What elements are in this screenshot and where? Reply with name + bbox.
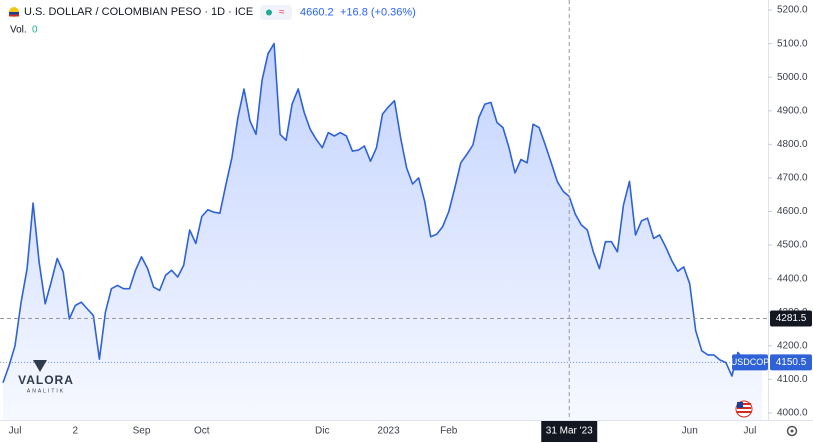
x-tick-label: 2 [73,426,79,437]
price-change: +16.8 (+0.36%) [340,6,416,18]
last-price-tag: 4150.5 [776,357,807,368]
last-price: 4660.2 [300,6,334,18]
y-tick-label: 5100.0 [777,38,808,49]
crosshair-price-bg [770,310,812,327]
y-tick-label: 4900.0 [777,105,808,116]
volume-label: Vol. [10,25,27,36]
x-tick-label: Jun [682,426,698,437]
last-price-tag-bg [770,354,812,371]
x-tick-label: Jul [744,426,757,437]
area-fill [3,43,762,420]
x-tick-label: 2023 [377,426,400,437]
y-tick-label: 4600.0 [777,206,808,217]
watermark: VALORA ANALITIK [18,360,74,394]
x-tick-label: Jul [9,426,22,437]
flag-icon [9,7,19,17]
crosshair-date-bg [541,421,598,442]
y-tick-label: 4200.0 [777,340,808,351]
symbol-title: U.S. DOLLAR / COLOMBIAN PESO · 1D · ICE [24,6,253,18]
price-line [2,42,763,383]
status-icons[interactable]: ≈ [260,5,292,20]
y-tick-label: 5200.0 [777,5,808,16]
y-tick-label: 4800.0 [777,139,808,150]
y-tick-label: 5000.0 [777,72,808,83]
x-tick-label: Sep [133,426,151,437]
country-flag[interactable] [735,400,753,418]
symbol-tag-bg [732,354,768,371]
y-tick-label: 4000.0 [777,408,808,419]
delay-icon: ≈ [279,7,285,18]
x-tick-label: Oct [194,426,210,437]
symbol-tag: USDCOP [731,357,770,367]
volume-value: 0 [32,25,38,36]
x-tick-label: Dic [315,426,329,437]
y-tick-label: 4700.0 [777,173,808,184]
watermark-tagline: ANALITIK [27,388,65,394]
x-tick-label: Feb [440,426,458,437]
watermark-name: VALORA [18,373,74,387]
y-tick-label: 4400.0 [777,273,808,284]
crosshair-price: 4281.5 [776,313,807,324]
y-tick-label: 4100.0 [777,374,808,385]
plot-area [0,0,768,420]
settings-icon[interactable] [786,425,798,437]
x-tick-label: 31 Mar '23 [546,426,593,437]
y-tick-label: 4500.0 [777,240,808,251]
